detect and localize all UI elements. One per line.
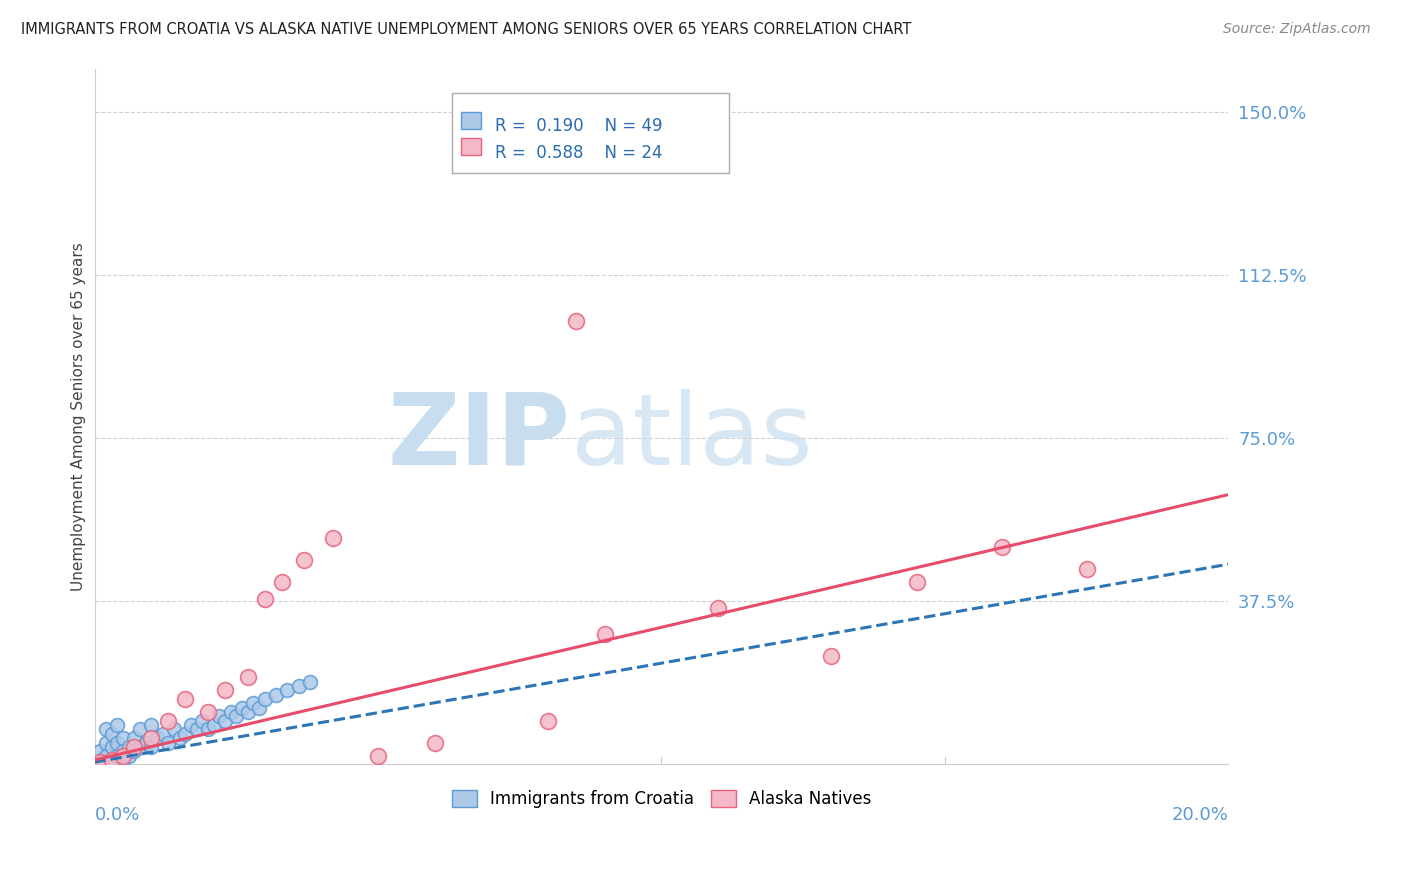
Point xyxy=(157,735,180,749)
Point xyxy=(180,718,202,732)
Point xyxy=(94,735,117,749)
Point xyxy=(253,692,276,706)
Point xyxy=(219,705,242,719)
Point xyxy=(169,731,191,746)
Text: R =  0.588    N = 24: R = 0.588 N = 24 xyxy=(495,144,662,161)
Point xyxy=(236,670,259,684)
Point xyxy=(191,714,214,728)
Point xyxy=(287,679,309,693)
Point xyxy=(1076,561,1098,575)
Point xyxy=(94,748,117,763)
Point xyxy=(242,697,264,711)
Legend: Immigrants from Croatia, Alaska Natives: Immigrants from Croatia, Alaska Natives xyxy=(444,783,877,815)
Point xyxy=(174,727,197,741)
Point xyxy=(367,748,389,763)
Text: IMMIGRANTS FROM CROATIA VS ALASKA NATIVE UNEMPLOYMENT AMONG SENIORS OVER 65 YEAR: IMMIGRANTS FROM CROATIA VS ALASKA NATIVE… xyxy=(21,22,911,37)
Point xyxy=(247,700,270,714)
Point xyxy=(820,648,842,663)
Point xyxy=(135,735,157,749)
Point xyxy=(253,592,276,607)
Point xyxy=(270,574,292,589)
Point xyxy=(111,744,134,758)
Text: ZIP: ZIP xyxy=(388,389,571,486)
Text: R =  0.190    N = 49: R = 0.190 N = 49 xyxy=(495,117,662,136)
FancyBboxPatch shape xyxy=(461,138,481,155)
Point xyxy=(100,727,122,741)
Point xyxy=(276,683,298,698)
Point xyxy=(225,709,247,723)
Point xyxy=(105,735,128,749)
Point xyxy=(94,723,117,737)
Point xyxy=(100,753,122,767)
Point xyxy=(264,688,287,702)
Point xyxy=(152,727,174,741)
Point xyxy=(141,739,163,754)
FancyBboxPatch shape xyxy=(451,93,730,173)
Text: Source: ZipAtlas.com: Source: ZipAtlas.com xyxy=(1223,22,1371,37)
Y-axis label: Unemployment Among Seniors over 65 years: Unemployment Among Seniors over 65 years xyxy=(72,242,86,591)
Point xyxy=(146,731,169,746)
Point xyxy=(565,314,588,328)
Point xyxy=(214,714,236,728)
Point xyxy=(208,709,231,723)
Point xyxy=(129,723,152,737)
Point xyxy=(214,683,236,698)
Point xyxy=(163,723,186,737)
Point xyxy=(122,744,145,758)
Point xyxy=(141,718,163,732)
Point xyxy=(905,574,928,589)
Point xyxy=(89,755,111,769)
Point xyxy=(157,714,180,728)
Point xyxy=(122,739,145,754)
Point xyxy=(202,718,225,732)
Point xyxy=(91,755,114,769)
Point xyxy=(423,735,446,749)
Point xyxy=(100,739,122,754)
Point xyxy=(231,700,253,714)
Point xyxy=(322,531,344,545)
Point xyxy=(105,718,128,732)
Point xyxy=(197,723,219,737)
Point xyxy=(537,714,560,728)
Point xyxy=(186,723,208,737)
Point xyxy=(174,692,197,706)
Point xyxy=(129,739,152,754)
Point xyxy=(100,753,122,767)
Point xyxy=(298,674,321,689)
Point xyxy=(236,705,259,719)
Point xyxy=(89,744,111,758)
Point xyxy=(111,731,134,746)
Point xyxy=(89,753,111,767)
Point xyxy=(86,755,108,769)
FancyBboxPatch shape xyxy=(461,112,481,129)
Point xyxy=(141,731,163,746)
Point xyxy=(593,627,616,641)
Point xyxy=(707,600,730,615)
Point xyxy=(197,705,219,719)
Text: 20.0%: 20.0% xyxy=(1171,806,1229,824)
Point xyxy=(105,748,128,763)
Point xyxy=(111,753,134,767)
Point xyxy=(122,731,145,746)
Point xyxy=(117,739,139,754)
Point xyxy=(292,553,315,567)
Text: 0.0%: 0.0% xyxy=(94,806,141,824)
Point xyxy=(117,748,139,763)
Point xyxy=(111,748,134,763)
Text: atlas: atlas xyxy=(571,389,813,486)
Point xyxy=(990,540,1012,554)
